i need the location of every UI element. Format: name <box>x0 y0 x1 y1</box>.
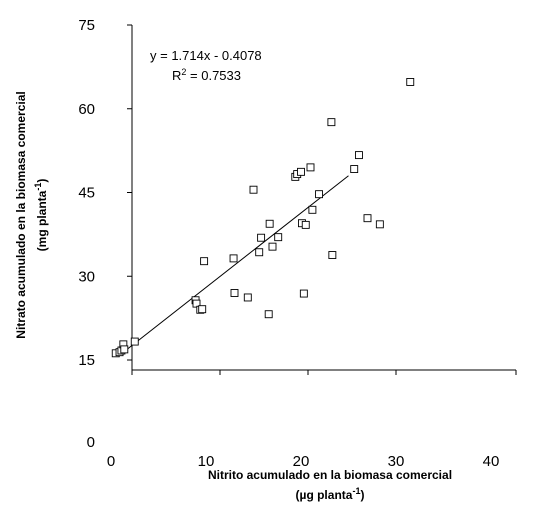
y-zero-label: 0 <box>87 434 95 451</box>
y-tick-label: 75 <box>78 17 95 34</box>
data-point <box>406 77 415 86</box>
data-points <box>111 77 415 358</box>
data-point <box>130 337 139 346</box>
r-squared: R2 = 0.7533 <box>172 67 241 83</box>
data-point <box>297 167 305 176</box>
x-axis-title: Nitrito acumulado en la biomasa comercia… <box>208 468 452 482</box>
equation-background <box>140 42 362 82</box>
y-axis-title: Nitrato acumulado en la biomasa comercia… <box>14 91 28 338</box>
data-point <box>229 254 238 263</box>
tick-marks <box>127 24 517 375</box>
data-point <box>265 219 274 228</box>
data-point <box>315 190 323 199</box>
data-point <box>328 251 337 259</box>
data-point <box>301 220 310 229</box>
x-tick-label: 10 <box>198 453 215 470</box>
data-point <box>274 233 283 242</box>
data-point <box>355 151 363 160</box>
data-point <box>327 118 336 127</box>
data-point <box>249 185 258 194</box>
data-point <box>363 214 372 223</box>
y-tick-label: 30 <box>78 268 95 285</box>
data-point <box>264 310 273 319</box>
y-tick-label: 60 <box>78 101 95 118</box>
data-point <box>255 248 264 257</box>
data-point <box>200 257 209 266</box>
axes <box>131 25 516 371</box>
data-point <box>120 345 129 354</box>
data-point <box>268 242 277 251</box>
x-axis-unit: (µg planta-1) <box>296 486 365 502</box>
y-axis-unit: (mg planta-1) <box>33 179 49 252</box>
y-tick-label: 45 <box>78 185 95 202</box>
data-point <box>257 233 266 242</box>
tick-labels: 15 30 45 60 75 0 10 20 30 40 <box>78 17 499 470</box>
data-point <box>198 305 207 314</box>
data-point <box>308 205 317 214</box>
data-point <box>243 293 252 302</box>
trendline-equation: y = 1.714x - 0.4078 <box>150 48 262 63</box>
x-tick-label: 30 <box>388 453 405 470</box>
data-point <box>299 289 308 298</box>
x-tick-label: 20 <box>293 453 310 470</box>
x-tick-label: 0 <box>107 453 115 470</box>
y-tick-label: 15 <box>78 352 95 369</box>
data-point <box>350 165 359 174</box>
data-point <box>306 163 315 172</box>
x-tick-label: 40 <box>483 453 500 470</box>
data-point <box>375 220 384 229</box>
data-point <box>230 289 239 297</box>
trendline <box>120 175 349 355</box>
